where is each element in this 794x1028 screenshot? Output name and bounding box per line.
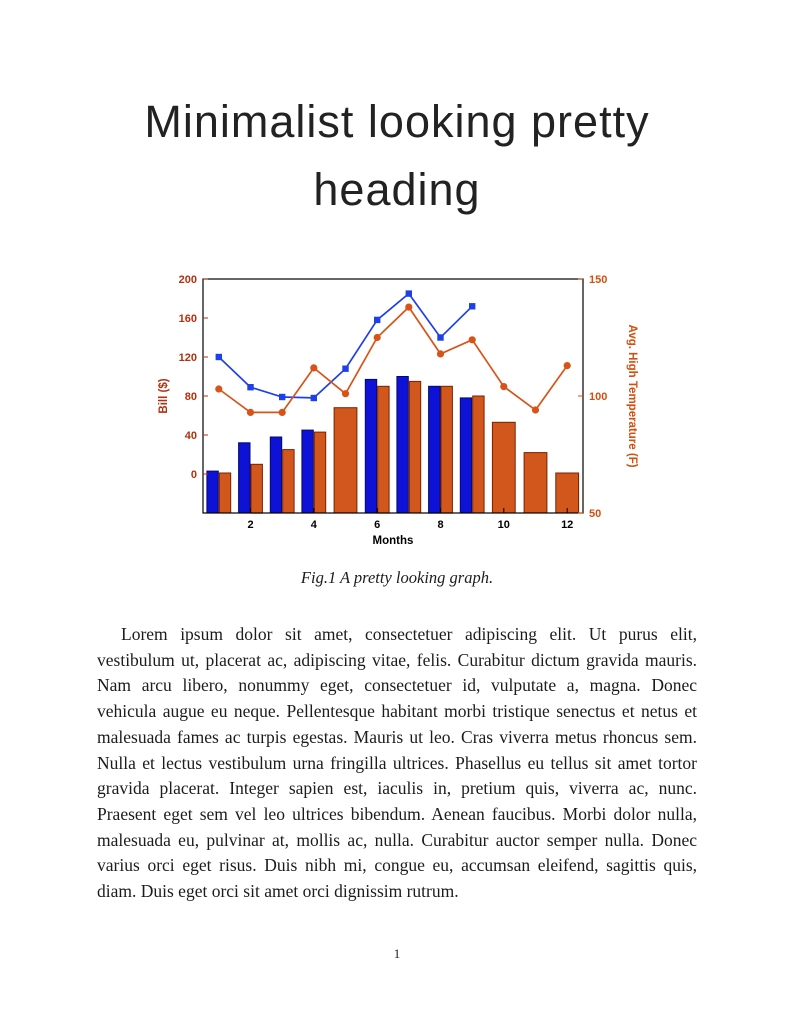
- bill-line-blue: [215, 290, 476, 402]
- figure-caption: Fig.1 A pretty looking graph.: [300, 568, 494, 587]
- svg-text:6: 6: [374, 519, 380, 531]
- bill-bars: [206, 376, 473, 514]
- svg-text:200: 200: [179, 274, 197, 286]
- chart-svg: 0 40 80 120 160 200 Bill ($) 50 100 150 Avg. High …: [158, 274, 638, 547]
- svg-text:12: 12: [561, 519, 573, 531]
- page-title: Minimalist looking pretty heading: [97, 88, 697, 223]
- right-axis-label: Avg. High Temperature (F): [626, 324, 638, 467]
- right-axis: 50 100 150 Avg. High Temperature (F): [578, 274, 638, 520]
- page-number: 1: [393, 946, 401, 961]
- svg-text:8: 8: [437, 519, 443, 531]
- temperature-line-orange: [215, 303, 571, 416]
- body-paragraph: Lorem ipsum dolor sit amet, consectetuer…: [97, 624, 697, 902]
- page-title-line1: Minimalist looking pretty: [144, 96, 650, 147]
- figure: 0 40 80 120 160 200 Bill ($) 50 100 150 Avg. High …: [97, 265, 697, 588]
- svg-text:160: 160: [179, 313, 197, 325]
- svg-text:80: 80: [185, 391, 197, 403]
- svg-text:50: 50: [589, 508, 601, 520]
- svg-text:100: 100: [589, 391, 607, 403]
- page-title-line2: heading: [313, 163, 481, 215]
- svg-text:0: 0: [191, 469, 197, 481]
- left-axis-label: Bill ($): [158, 378, 170, 413]
- chart: 0 40 80 120 160 200 Bill ($) 50 100 150 Avg. High …: [147, 265, 647, 562]
- svg-text:10: 10: [498, 519, 510, 531]
- x-axis-label: Months: [373, 535, 414, 547]
- svg-text:4: 4: [311, 519, 318, 531]
- left-axis: 0 40 80 120 160 200 Bill ($): [158, 274, 208, 481]
- svg-text:150: 150: [589, 274, 607, 286]
- svg-text:40: 40: [185, 430, 197, 442]
- svg-text:120: 120: [179, 352, 197, 364]
- x-axis: 2 4 6 8 10 12 Months: [247, 508, 573, 547]
- svg-text:2: 2: [247, 519, 253, 531]
